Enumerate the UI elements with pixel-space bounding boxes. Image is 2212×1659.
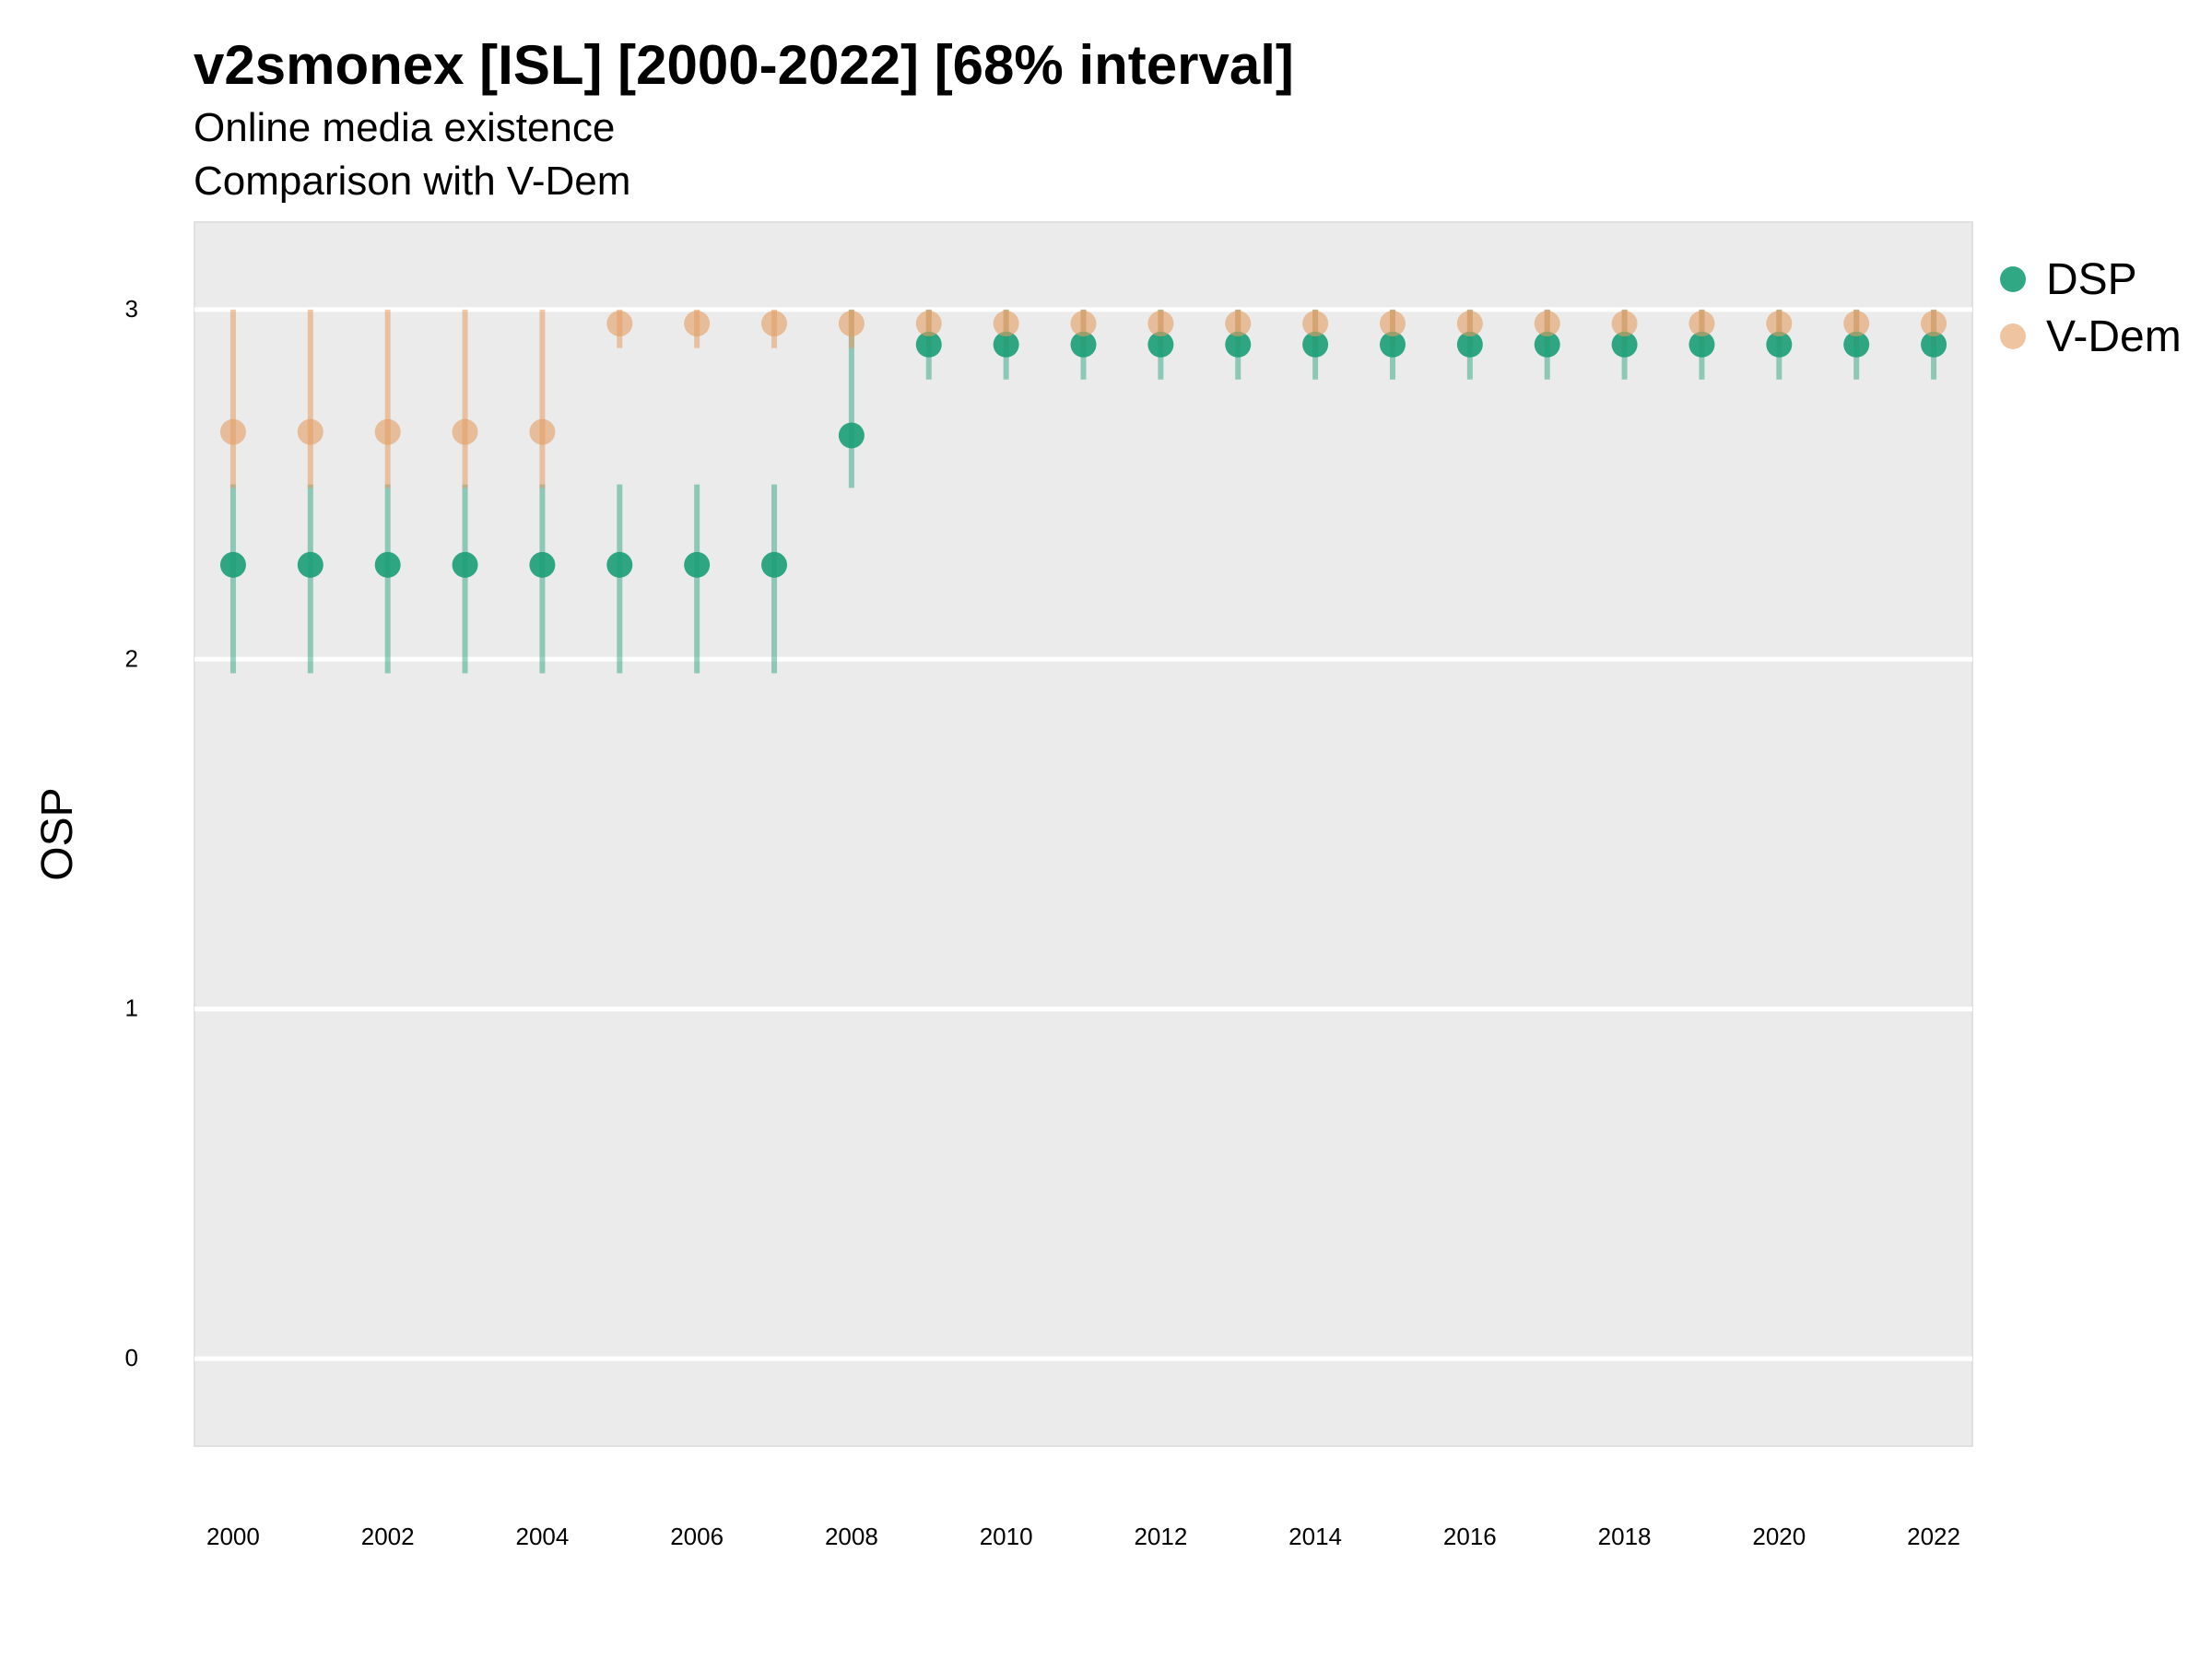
point-vdem <box>993 311 1019 337</box>
point-dsp <box>761 551 788 578</box>
point-vdem <box>1070 311 1097 337</box>
point-vdem <box>1225 311 1252 337</box>
point-dsp <box>1456 331 1483 358</box>
x-tick-label: 2016 <box>1443 1523 1497 1550</box>
point-dsp <box>1225 331 1252 358</box>
y-axis-label: OSP <box>33 787 82 880</box>
point-vdem <box>1766 311 1793 337</box>
point-dsp <box>1379 331 1406 358</box>
point-vdem <box>915 311 942 337</box>
legend-item-dsp: DSP <box>2000 251 2182 308</box>
point-dsp <box>1766 331 1793 358</box>
legend: DSP V-Dem <box>2000 251 2182 365</box>
point-dsp <box>297 551 324 578</box>
chart-title: v2smonex [ISL] [2000-2022] [68% interval… <box>194 34 1294 96</box>
x-tick-label: 2000 <box>206 1523 260 1550</box>
point-vdem <box>1302 311 1329 337</box>
point-vdem <box>606 311 633 337</box>
point-vdem <box>452 418 478 445</box>
x-tick-label: 2004 <box>515 1523 569 1550</box>
point-vdem <box>219 418 246 445</box>
point-dsp <box>915 331 942 358</box>
point-vdem <box>529 418 556 445</box>
y-tick-label: 1 <box>125 994 138 1022</box>
chart-subtitle: Online media existence <box>194 105 616 150</box>
point-vdem <box>684 311 711 337</box>
x-tick-label: 2012 <box>1134 1523 1187 1550</box>
point-dsp <box>1921 331 1947 358</box>
point-dsp <box>452 551 478 578</box>
point-dsp <box>1070 331 1097 358</box>
point-dsp <box>838 422 865 449</box>
x-tick-label: 2006 <box>670 1523 724 1550</box>
point-dsp <box>529 551 556 578</box>
point-vdem <box>761 311 788 337</box>
chart-subtitle-comparison: Comparison with V-Dem <box>194 159 631 204</box>
plot-panel <box>194 221 1973 1447</box>
point-vdem <box>1611 311 1638 337</box>
legend-item-vdem: V-Dem <box>2000 308 2182 365</box>
point-vdem <box>297 418 324 445</box>
x-axis-ticks: 2000 2002 2004 2006 2008 2010 2012 2014 2016 2018… <box>206 1523 1960 1550</box>
legend-dot-vdem <box>2000 324 2026 349</box>
point-dsp <box>1534 331 1560 358</box>
x-tick-label: 2020 <box>1752 1523 1806 1550</box>
point-vdem <box>374 418 401 445</box>
point-dsp <box>1147 331 1174 358</box>
y-tick-label: 2 <box>125 644 138 672</box>
x-tick-label: 2022 <box>1907 1523 1960 1550</box>
point-vdem <box>1456 311 1483 337</box>
y-axis-ticks: 0 1 2 3 <box>125 295 138 1371</box>
point-dsp <box>606 551 633 578</box>
point-vdem <box>1147 311 1174 337</box>
point-vdem <box>1921 311 1947 337</box>
x-tick-label: 2008 <box>825 1523 878 1550</box>
x-tick-label: 2002 <box>361 1523 415 1550</box>
x-tick-label: 2018 <box>1598 1523 1652 1550</box>
point-vdem <box>838 311 865 337</box>
legend-label-vdem: V-Dem <box>2046 312 2182 361</box>
point-dsp <box>1843 331 1870 358</box>
point-vdem <box>1379 311 1406 337</box>
y-tick-label: 0 <box>125 1344 138 1371</box>
x-tick-label: 2014 <box>1288 1523 1342 1550</box>
data-marks <box>219 309 1947 674</box>
point-vdem <box>1534 311 1560 337</box>
point-dsp <box>684 551 711 578</box>
point-vdem <box>1688 311 1715 337</box>
point-dsp <box>1688 331 1715 358</box>
y-tick-label: 3 <box>125 295 138 323</box>
point-dsp <box>219 551 246 578</box>
point-dsp <box>1611 331 1638 358</box>
point-dsp <box>1302 331 1329 358</box>
legend-dot-dsp <box>2000 266 2026 292</box>
point-vdem <box>1843 311 1870 337</box>
x-tick-label: 2010 <box>980 1523 1033 1550</box>
point-dsp <box>993 331 1019 358</box>
point-dsp <box>374 551 401 578</box>
legend-label-dsp: DSP <box>2046 254 2137 304</box>
